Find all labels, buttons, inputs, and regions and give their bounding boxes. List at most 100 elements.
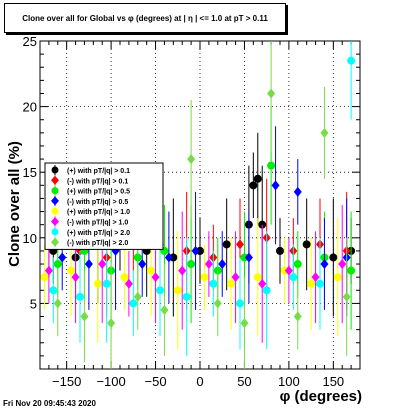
x-tick-label: −150: [52, 374, 81, 389]
data-point: [187, 260, 196, 269]
data-point: [236, 239, 244, 250]
data-point: [218, 259, 227, 270]
data-point: [120, 273, 129, 282]
data-point: [102, 279, 111, 288]
data-point: [156, 286, 164, 295]
data-point: [44, 265, 53, 276]
data-point: [49, 286, 58, 295]
data-point: [169, 253, 178, 262]
data-point: [338, 259, 347, 270]
data-point: [84, 259, 93, 270]
data-point: [244, 252, 253, 263]
data-point: [267, 161, 276, 170]
data-point: [124, 278, 133, 289]
data-point: [320, 259, 329, 270]
data-point: [209, 279, 218, 288]
legend-label: (+) with pT/|q| > 0.1: [67, 168, 130, 175]
legend-label: (+) with pT/|q| > 0.5: [67, 189, 130, 196]
legend-label: (-) with pT/|q| > 2.0: [67, 240, 128, 247]
data-point: [249, 181, 258, 190]
data-point: [293, 186, 302, 197]
x-tick-label: 150: [322, 374, 344, 389]
y-axis-label: Clone over all (%): [6, 141, 23, 267]
data-point: [164, 252, 173, 263]
data-point: [160, 304, 169, 315]
data-point: [58, 252, 67, 263]
data-point: [284, 265, 293, 276]
data-point: [178, 265, 187, 276]
data-point: [293, 311, 302, 322]
legend-label: (+) with pT/|q| > 2.0: [67, 230, 130, 237]
data-point: [107, 318, 116, 329]
y-tick-label: 15: [23, 165, 37, 180]
data-point: [76, 292, 84, 301]
data-point: [147, 266, 156, 275]
data-point: [267, 88, 276, 99]
data-point: [133, 253, 142, 262]
data-point: [311, 272, 320, 283]
data-point: [316, 279, 324, 288]
data-point: [262, 286, 271, 295]
legend-box: [44, 162, 164, 250]
x-tick-label: 50: [237, 374, 251, 389]
data-point: [333, 273, 342, 282]
x-tick-label: 0: [196, 374, 203, 389]
data-point: [307, 279, 316, 288]
legend-label: (+) with pT/|q| > 1.0: [67, 209, 130, 216]
data-point: [191, 245, 200, 256]
data-point: [240, 253, 249, 262]
legend-label: (-) with pT/|q| > 1.0: [67, 220, 128, 227]
data-point: [196, 246, 204, 255]
data-point: [253, 273, 262, 282]
data-point: [213, 298, 222, 309]
data-point: [182, 292, 191, 301]
data-point: [271, 180, 280, 191]
x-axis-label: φ (degrees): [279, 388, 362, 405]
chart-title: Clone over all for Global vs φ (degrees)…: [4, 3, 286, 33]
data-point: [98, 259, 107, 270]
data-point: [227, 279, 236, 288]
x-tick-label: −50: [145, 374, 167, 389]
data-point: [240, 318, 249, 329]
data-point: [53, 260, 62, 269]
data-point: [204, 259, 213, 270]
data-point: [236, 299, 244, 308]
data-point: [320, 127, 329, 138]
data-point: [222, 240, 231, 249]
data-point: [276, 246, 284, 255]
data-point: [347, 56, 356, 65]
data-point: [200, 273, 209, 282]
data-point: [67, 266, 76, 275]
data-point: [151, 272, 160, 283]
y-tick-label: 20: [23, 100, 37, 115]
data-point: [129, 299, 138, 308]
data-point: [80, 311, 89, 322]
x-tick-label: −100: [96, 374, 125, 389]
data-point: [53, 298, 62, 309]
data-point: [293, 260, 302, 269]
data-point: [173, 286, 182, 295]
y-tick-label: 25: [23, 34, 37, 49]
data-point: [342, 291, 351, 302]
data-point: [280, 266, 289, 275]
data-point: [302, 240, 311, 249]
x-tick-label: 100: [278, 374, 300, 389]
data-point: [138, 259, 147, 270]
data-point: [347, 266, 356, 275]
data-point: [40, 273, 49, 282]
data-point: [231, 272, 240, 283]
data-point: [133, 291, 142, 302]
data-point: [329, 253, 338, 262]
data-point: [258, 278, 267, 289]
data-point: [93, 279, 102, 288]
timestamp-footer: Fri Nov 20 09:45:43 2020: [3, 399, 96, 408]
legend-label: (-) with pT/|q| > 0.5: [67, 199, 128, 206]
legend-label: (-) with pT/|q| > 0.1: [67, 178, 128, 185]
data-point: [289, 273, 298, 282]
data-point: [253, 174, 262, 183]
data-point: [71, 272, 80, 283]
y-tick-label: 5: [30, 296, 37, 311]
y-tick-label: 10: [23, 231, 37, 246]
data-point: [187, 154, 196, 165]
